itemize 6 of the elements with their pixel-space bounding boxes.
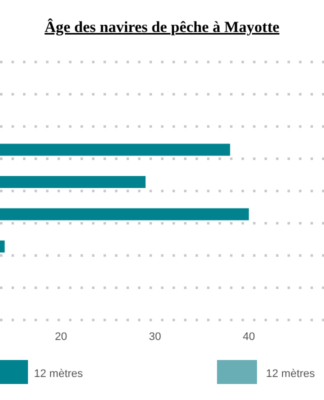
x-tick-label: 40 — [242, 331, 255, 343]
x-tick-label: 30 — [148, 331, 162, 343]
chart-title: Âge des navires de pêche à Mayotte — [44, 18, 280, 36]
x-tick-label: 20 — [54, 331, 68, 343]
text: 12 mètres — [266, 368, 316, 380]
legend-label: 12 mètres — [34, 368, 84, 380]
